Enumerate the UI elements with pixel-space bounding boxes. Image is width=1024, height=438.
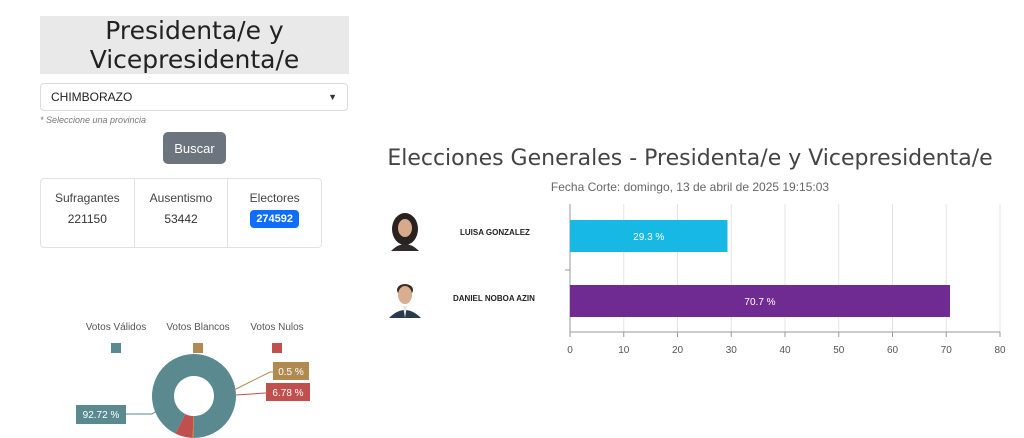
- bar-1[interactable]: [570, 285, 951, 317]
- x-tick-label: 30: [726, 345, 738, 356]
- pie-label-box-validos: [76, 405, 126, 424]
- search-button[interactable]: Buscar: [163, 132, 226, 164]
- avatar-daniel-noboa: [385, 276, 425, 318]
- bar-0[interactable]: [570, 220, 728, 252]
- stat-ausentismo: Ausentismo 53442: [135, 179, 229, 247]
- x-tick-label: 70: [941, 345, 953, 356]
- donut-slice-1[interactable]: [192, 415, 194, 438]
- province-select[interactable]: CHIMBORAZO ▼: [40, 83, 348, 111]
- pie-legend-label: Votos Válidos: [85, 322, 147, 333]
- x-tick-label: 80: [994, 345, 1006, 356]
- stat-sufragantes: Sufragantes 221150: [41, 179, 135, 247]
- pie-legend-swatch: [272, 343, 282, 353]
- pie-label-validos: 92.72 %: [83, 410, 120, 421]
- bar-value-label: 29.3 %: [633, 232, 664, 243]
- pie-legend-nulos[interactable]: Votos Nulos: [237, 322, 317, 353]
- donut-slice-2[interactable]: [175, 413, 194, 438]
- results-bar-chart: 29.3 % 70.7 % 0 10 20 30 40 50 60 70 80: [565, 204, 1006, 356]
- pie-legend-blancos[interactable]: Votos Blancos: [158, 322, 238, 353]
- x-tick-label: 50: [833, 345, 845, 356]
- pie-label-blancos: 0.5 %: [278, 367, 304, 378]
- results-chart-subtitle: Fecha Corte: domingo, 13 de abril de 202…: [550, 180, 830, 194]
- pie-legend-swatch: [193, 343, 203, 353]
- stat-sufragantes-value: 221150: [67, 212, 107, 226]
- stat-ausentismo-value: 53442: [164, 212, 198, 226]
- donut-slice-0[interactable]: [152, 354, 237, 438]
- avatar-luisa-gonzalez: [385, 209, 425, 251]
- bar-value-label: 70.7 %: [744, 297, 775, 308]
- candidate-name-luisa: LUISA GONZALEZ: [460, 228, 530, 237]
- x-tick-label: 10: [618, 345, 630, 356]
- stat-electores: Electores 274592: [228, 179, 321, 247]
- page-title-line1: Presidenta/e y: [105, 16, 284, 45]
- stat-electores-label: Electores: [249, 191, 300, 205]
- x-tick-label: 60: [887, 345, 899, 356]
- page-title-line2: Vicepresidenta/e: [89, 45, 300, 74]
- stat-ausentismo-label: Ausentismo: [149, 191, 213, 205]
- pie-leader-line-validos: [126, 409, 159, 415]
- stats-panel: Sufragantes 221150 Ausentismo 53442 Elec…: [40, 178, 322, 248]
- page-title: Presidenta/e y Vicepresidenta/e: [40, 16, 349, 74]
- stat-electores-badge: 274592: [250, 210, 300, 228]
- votes-donut-chart: 0.5 % 6.78 % 92.72 %: [76, 354, 310, 438]
- province-hint: * Seleccione una provincia: [40, 115, 147, 125]
- pie-legend-label: Votos Blancos: [166, 322, 230, 333]
- chevron-down-icon: ▼: [328, 92, 337, 102]
- pie-label-box-blancos: [273, 362, 309, 380]
- results-chart-title: Elecciones Generales - Presidenta/e y Vi…: [387, 146, 993, 171]
- x-tick-label: 0: [567, 345, 573, 356]
- pie-legend-validos[interactable]: Votos Válidos: [76, 322, 156, 353]
- candidate-name-daniel: DANIEL NOBOA AZIN: [453, 294, 535, 303]
- pie-label-nulos: 6.78 %: [272, 388, 303, 399]
- stat-sufragantes-label: Sufragantes: [54, 191, 120, 205]
- pie-legend-label: Votos Nulos: [250, 322, 304, 333]
- x-tick-label: 40: [779, 345, 791, 356]
- province-select-value: CHIMBORAZO: [51, 90, 133, 104]
- pie-label-box-nulos: [266, 383, 310, 401]
- pie-legend-swatch: [111, 343, 121, 353]
- x-tick-label: 20: [672, 345, 684, 356]
